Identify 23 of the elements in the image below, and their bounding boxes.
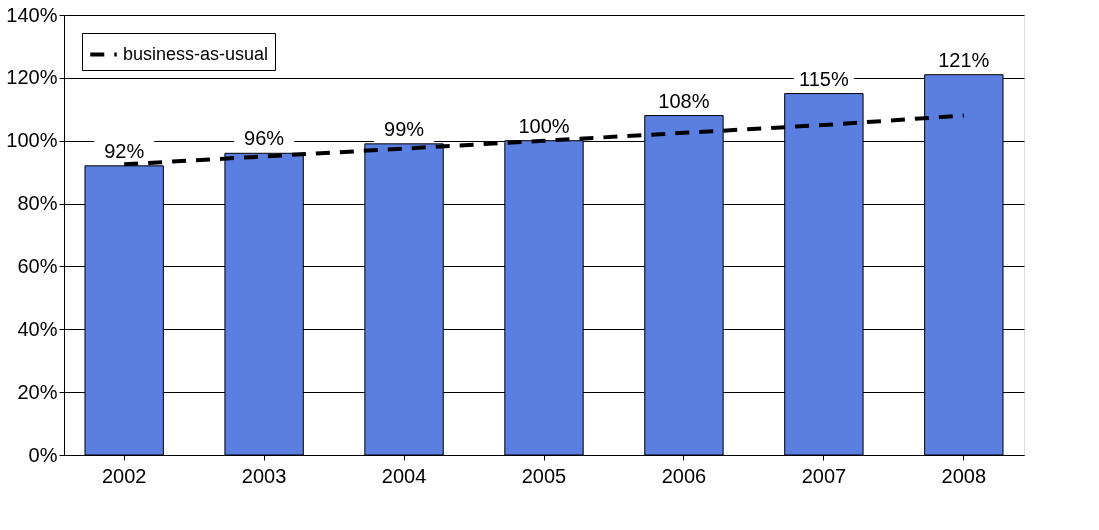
data-label: 121%	[938, 48, 990, 71]
y-tick-label: 20%	[17, 380, 58, 403]
y-tick-label: 140%	[6, 3, 58, 26]
y-tick-label: 60%	[17, 254, 58, 277]
y-tick-label: 0%	[28, 443, 58, 466]
data-label: 96%	[244, 127, 285, 150]
x-tick-label: 2002	[101, 464, 147, 487]
x-tick-label: 2003	[241, 464, 287, 487]
data-label: 108%	[658, 89, 710, 112]
y-tick-label: 80%	[17, 192, 58, 215]
y-tick-label: 40%	[17, 317, 58, 340]
data-label: 99%	[384, 117, 425, 140]
data-label: 100%	[518, 114, 570, 137]
x-tick-label: 2004	[381, 464, 427, 487]
data-label: 92%	[104, 139, 145, 162]
x-tick-label: 2008	[941, 464, 987, 487]
y-tick-label: 120%	[6, 66, 58, 89]
x-tick-label: 2007	[801, 464, 847, 487]
legend-label: business-as-usual	[123, 43, 269, 64]
x-tick-label: 2006	[661, 464, 707, 487]
data-label: 115%	[799, 67, 849, 90]
x-tick-label: 2005	[521, 464, 567, 487]
y-tick-label: 100%	[6, 129, 58, 152]
